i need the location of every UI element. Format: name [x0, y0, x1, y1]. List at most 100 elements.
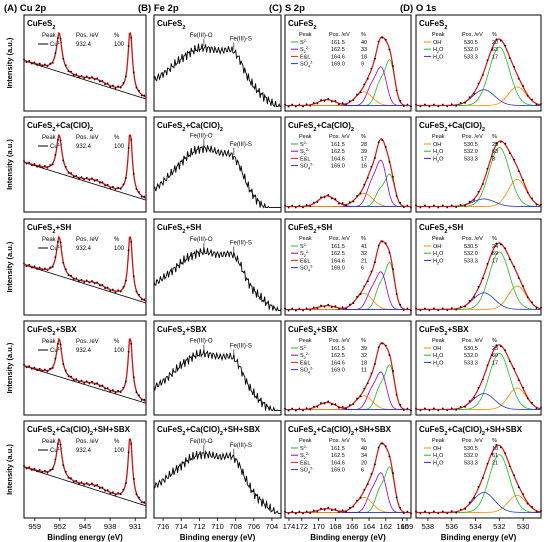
data-point — [366, 483, 369, 486]
data-point — [132, 172, 135, 175]
data-point — [305, 407, 308, 410]
data-point — [464, 204, 467, 207]
data-point — [143, 195, 146, 198]
panel: CuFeS2+SBX Fe(III)-O Fe(III)-S — [153, 320, 282, 416]
data-point — [517, 277, 520, 279]
data-point — [30, 164, 33, 167]
data-point — [381, 442, 384, 445]
legend-pct: 17 — [492, 54, 498, 60]
x-tick-label: 532 — [493, 522, 506, 531]
legend-header: Pos. /eV — [462, 32, 483, 38]
panel-frame — [284, 218, 412, 316]
x-tick-label: 712 — [193, 522, 206, 531]
legend-peak: S2- — [300, 141, 308, 148]
legend-peak: Cu1+ — [50, 40, 63, 49]
x-tick-label: 538 — [422, 522, 435, 531]
data-point — [30, 469, 33, 471]
panel-sample-label: CuFeS2+Ca(ClO)2+SH+SBX — [419, 425, 523, 437]
panel-frame — [284, 320, 412, 416]
data-point — [323, 196, 326, 199]
data-point — [119, 86, 122, 89]
data-point — [72, 278, 75, 281]
data-point — [455, 408, 458, 411]
data-point — [345, 407, 348, 410]
data-point — [517, 486, 520, 489]
data-point — [428, 512, 431, 515]
data-point — [38, 62, 41, 65]
legend-pct: 40 — [361, 40, 367, 46]
data-point — [122, 386, 125, 389]
data-point — [316, 405, 319, 408]
data-point — [419, 309, 422, 312]
panel-sample-label: CuFeS2+SH — [157, 223, 201, 235]
data-point — [85, 482, 88, 484]
data-point — [64, 64, 67, 67]
data-point — [424, 510, 426, 513]
data-point — [522, 85, 525, 87]
data-point — [122, 82, 125, 84]
data-point — [287, 512, 290, 515]
x-tick-label: 170 — [312, 522, 325, 531]
data-point — [287, 409, 290, 412]
x-tick-label: 530 — [517, 522, 530, 531]
data-point — [424, 103, 426, 106]
legend-peak: Cu1+ — [50, 446, 63, 455]
data-point — [62, 261, 65, 264]
data-point — [341, 306, 344, 309]
data-point — [473, 496, 475, 499]
fit-line — [416, 242, 542, 310]
legend-header: Pos. /eV — [462, 338, 483, 344]
data-point — [459, 508, 462, 511]
data-point — [23, 464, 25, 467]
legend-pos: 932.4 — [76, 246, 92, 252]
panel: CuFeS2 Peak Pos. /eV % Cu1+ 932.4 100 — [23, 14, 147, 112]
data-point — [305, 510, 308, 513]
data-point — [135, 86, 138, 89]
data-point — [327, 97, 330, 100]
data-point — [366, 382, 369, 385]
data-point — [356, 397, 358, 400]
data-point — [338, 406, 340, 409]
data-point — [117, 85, 120, 88]
legend-peak: SO42- — [300, 467, 314, 475]
x-tick-label: 706 — [248, 522, 261, 531]
data-point — [432, 307, 435, 310]
data-point — [522, 493, 525, 496]
data-point — [338, 103, 340, 106]
data-point — [41, 370, 44, 373]
data-point — [119, 391, 122, 394]
legend-header: Peak — [42, 339, 57, 345]
data-point — [46, 471, 49, 474]
data-point — [78, 381, 80, 383]
data-point — [464, 101, 467, 104]
data-point — [51, 163, 54, 166]
data-point — [384, 38, 387, 41]
legend-header: % — [492, 32, 497, 38]
data-point — [535, 103, 538, 106]
data-point — [309, 205, 312, 208]
data-point — [504, 44, 507, 47]
annotation-fe-s: Fe(III)-S — [230, 37, 252, 43]
data-point — [341, 509, 344, 512]
data-point — [468, 200, 471, 203]
data-point — [44, 63, 46, 66]
data-point — [75, 277, 78, 280]
legend-header: % — [114, 439, 120, 445]
data-point — [36, 268, 38, 270]
data-point — [341, 102, 344, 104]
x-tick-label: 168 — [329, 522, 342, 531]
x-tick-label: 716 — [157, 522, 170, 531]
data-point — [490, 155, 493, 158]
data-point — [83, 382, 86, 384]
data-point — [309, 309, 312, 311]
data-point — [284, 307, 286, 310]
data-point — [406, 510, 409, 513]
data-point — [33, 61, 36, 64]
panel-sample-label: CuFeS2+Ca(ClO)2 — [419, 121, 485, 133]
data-point — [88, 179, 91, 181]
data-point — [526, 397, 529, 400]
y-axis-label: Intensity (a.u.) — [5, 444, 14, 495]
legend-pos: 164.6 — [331, 54, 345, 60]
data-point — [381, 36, 384, 39]
panel-sample-label: CuFeS2 — [419, 19, 447, 31]
